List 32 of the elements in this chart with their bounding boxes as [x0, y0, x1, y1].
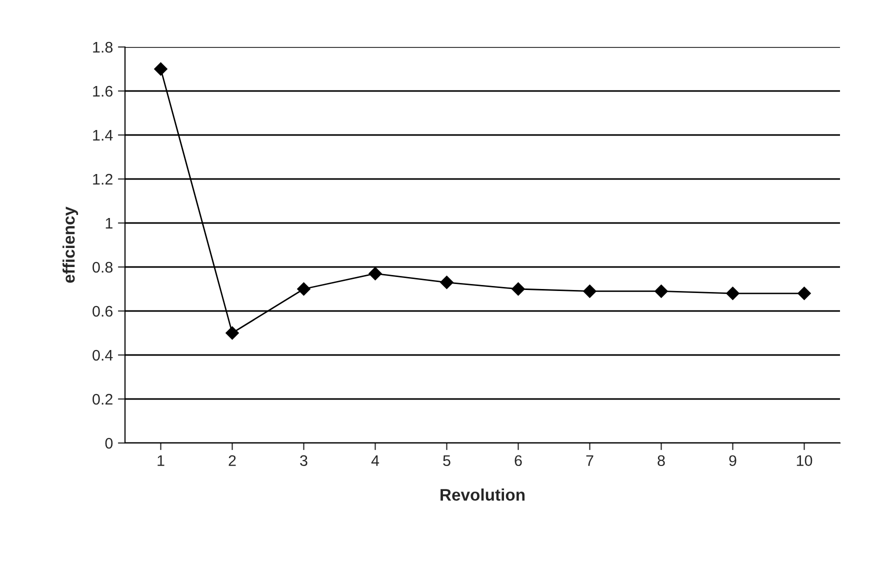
- x-axis-title: Revolution: [440, 488, 525, 501]
- point: [154, 62, 168, 76]
- y-tick-label: 1.8: [93, 42, 113, 53]
- x-tick-label: 6: [514, 455, 522, 466]
- y-tick-label: 1.4: [93, 130, 113, 141]
- point: [583, 284, 596, 298]
- point: [726, 286, 740, 300]
- y-tick-label: 0.2: [92, 394, 112, 405]
- x-tick-label: 2: [228, 455, 236, 466]
- point: [226, 326, 239, 340]
- point: [512, 282, 525, 296]
- point: [297, 282, 310, 296]
- point: [440, 276, 454, 289]
- point: [654, 284, 668, 298]
- y-axis-title: efficiency: [62, 206, 78, 283]
- x-tick-label: 1: [158, 455, 164, 466]
- y-tick-label: 0: [105, 438, 113, 449]
- x-tick-label: 4: [371, 455, 380, 466]
- x-tick-label: 9: [729, 455, 736, 466]
- y-tick-label: 1.2: [93, 174, 112, 185]
- point: [798, 286, 811, 300]
- x-tick-label: 8: [658, 455, 665, 466]
- x-tick-label: 7: [586, 455, 594, 466]
- y-tick-label: 0.8: [92, 262, 113, 273]
- y-tick-label: 0.4: [92, 350, 113, 361]
- y-tick-label: 0.6: [92, 306, 113, 317]
- x-tick-label: 10: [796, 455, 812, 466]
- x-tick-label: 5: [443, 455, 450, 466]
- y-tick-label: 1.6: [93, 86, 113, 97]
- y-tick-label: 1: [106, 218, 112, 229]
- point: [368, 267, 382, 280]
- x-tick-label: 3: [300, 455, 308, 466]
